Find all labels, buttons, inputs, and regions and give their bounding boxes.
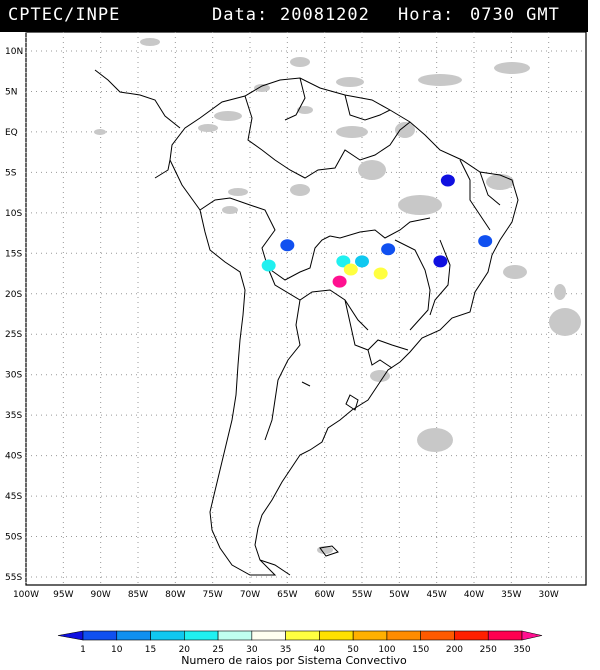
colorbar-caption: Numero de raios por Sistema Convectivo bbox=[181, 654, 407, 667]
colorbar bbox=[57, 630, 543, 641]
colorbar-tick-label: 25 bbox=[212, 645, 223, 655]
colorbar-swatch bbox=[57, 630, 84, 641]
lon-label: 75W bbox=[202, 590, 222, 600]
lat-label: 15S bbox=[5, 249, 22, 259]
lat-label: 10S bbox=[5, 209, 22, 219]
colorbar-tick-label: 1 bbox=[80, 645, 86, 655]
storm-cell bbox=[381, 243, 396, 256]
lon-label: 30W bbox=[538, 590, 558, 600]
time-value: 0730 GMT bbox=[470, 5, 560, 25]
storm-cells bbox=[261, 174, 493, 288]
colorbar-tick-label: 350 bbox=[513, 645, 530, 655]
lat-label: 10N bbox=[5, 47, 23, 57]
lat-label: 40S bbox=[5, 452, 22, 462]
colorbar-swatch bbox=[150, 630, 185, 641]
lat-label: 30S bbox=[5, 371, 22, 381]
lon-label: 85W bbox=[128, 590, 148, 600]
time-label: Hora: bbox=[398, 5, 455, 25]
colorbar-tick-label: 30 bbox=[246, 645, 258, 655]
date-value: 20081202 bbox=[280, 5, 370, 25]
colorbar-swatch bbox=[521, 630, 543, 641]
storm-cell bbox=[478, 235, 493, 248]
storm-cell bbox=[332, 275, 347, 288]
storm-cell bbox=[373, 267, 388, 280]
colorbar-tick-label: 35 bbox=[280, 645, 291, 655]
lon-label: 45W bbox=[426, 590, 446, 600]
storm-cell bbox=[280, 239, 295, 252]
colorbar-ticks: 1 10 15 20 25 30 35 40 50 100 150 200 250 350 bbox=[80, 645, 531, 655]
colorbar-swatch bbox=[352, 630, 388, 641]
lon-label: 55W bbox=[352, 590, 372, 600]
colorbar-tick-label: 250 bbox=[480, 645, 497, 655]
colorbar-tick-label: 15 bbox=[145, 645, 156, 655]
colorbar-swatch bbox=[251, 630, 286, 641]
colorbar-swatch bbox=[116, 630, 151, 641]
colorbar-swatch bbox=[285, 630, 320, 641]
storm-cell bbox=[440, 174, 455, 187]
storm-cell bbox=[336, 255, 351, 268]
colorbar-swatch bbox=[184, 630, 219, 641]
lon-label: 80W bbox=[165, 590, 185, 600]
title-bar: CPTEC/INPE Data: 20081202 Hora: 0730 GMT bbox=[0, 0, 588, 32]
lon-label: 50W bbox=[389, 590, 409, 600]
colorbar-tick-label: 20 bbox=[179, 645, 191, 655]
lon-label: 70W bbox=[240, 590, 260, 600]
country-borders bbox=[94, 69, 519, 576]
storm-cell bbox=[343, 263, 358, 276]
colorbar-swatch bbox=[319, 630, 354, 641]
map-frame bbox=[25, 31, 587, 586]
colorbar-tick-label: 10 bbox=[111, 645, 123, 655]
agency-label: CPTEC/INPE bbox=[8, 5, 121, 25]
lon-label: 90W bbox=[90, 590, 110, 600]
colorbar-tick-label: 50 bbox=[347, 645, 359, 655]
map-graticule: 10N 5N EQ 5S 10S 15S 20S 25S 30S 35S 40S 45S 50S 55S 1… bbox=[5, 32, 586, 600]
lon-label: 35W bbox=[501, 590, 521, 600]
date-label: Data: bbox=[212, 5, 269, 25]
lon-label: 65W bbox=[277, 590, 297, 600]
lon-label: 60W bbox=[314, 590, 334, 600]
lat-label: 50S bbox=[5, 533, 22, 543]
colorbar-swatch bbox=[217, 630, 253, 641]
lat-label: 55S bbox=[5, 573, 22, 583]
lat-label: 5N bbox=[5, 87, 17, 97]
storm-cell bbox=[355, 255, 369, 268]
colorbar-tick-label: 40 bbox=[314, 645, 326, 655]
lat-label: 25S bbox=[5, 330, 22, 340]
colorbar-tick-label: 150 bbox=[412, 645, 429, 655]
colorbar-tick-label: 100 bbox=[378, 645, 395, 655]
storm-cell bbox=[261, 259, 276, 272]
lon-label: 40W bbox=[464, 590, 484, 600]
cloud-layer bbox=[94, 38, 581, 554]
storm-cell bbox=[433, 255, 448, 268]
colorbar-swatch bbox=[82, 630, 118, 641]
colorbar-swatch bbox=[487, 630, 523, 641]
lat-label: 20S bbox=[5, 290, 22, 300]
colorbar-tick-label: 200 bbox=[446, 645, 463, 655]
lat-label: 35S bbox=[5, 411, 22, 421]
colorbar-swatch bbox=[420, 630, 455, 641]
colorbar-swatch bbox=[386, 630, 421, 641]
lat-label: 45S bbox=[5, 492, 22, 502]
lon-label: 100W bbox=[13, 590, 39, 600]
lon-label: 95W bbox=[53, 590, 73, 600]
lat-label: EQ bbox=[5, 128, 18, 138]
colorbar-swatch bbox=[454, 630, 489, 641]
lat-label: 5S bbox=[5, 168, 17, 178]
